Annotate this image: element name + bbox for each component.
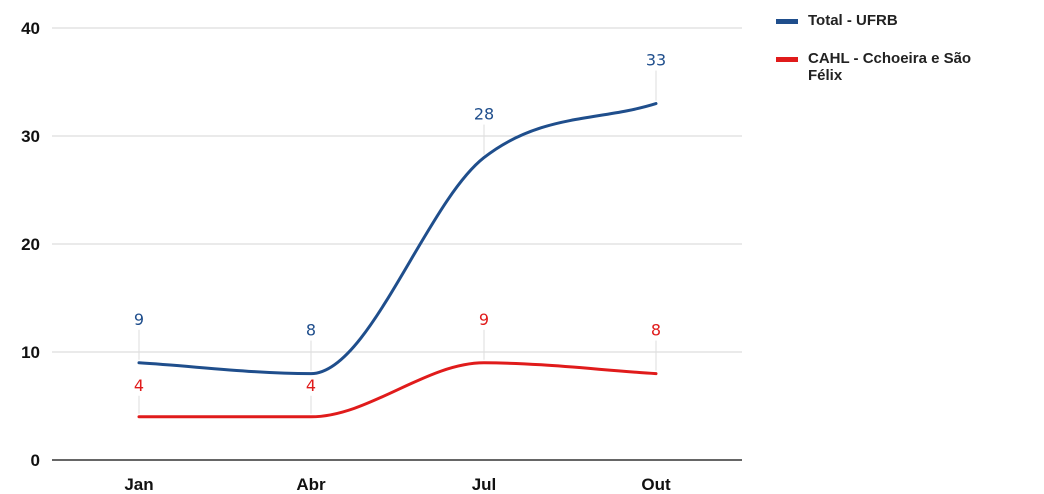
data-label: 28 — [474, 105, 494, 124]
x-tick-label: Out — [641, 475, 671, 494]
legend-label: Total - UFRB — [808, 12, 898, 29]
series-line-1 — [139, 363, 656, 417]
y-axis: 0 10 20 30 40 — [21, 19, 40, 470]
series-line-0 — [139, 104, 656, 374]
data-label: 8 — [651, 321, 661, 340]
legend: Total - UFRB CAHL - Cchoeira e São Félix — [776, 12, 971, 84]
legend-label-line: CAHL - Cchoeira e São — [808, 50, 971, 67]
data-labels: 9 8 28 33 4 4 9 8 — [134, 51, 666, 395]
data-label: 33 — [646, 51, 666, 70]
data-label: 9 — [134, 310, 144, 329]
data-label-leaders — [139, 71, 656, 414]
legend-label-line: Total - UFRB — [808, 12, 898, 29]
y-tick-label: 30 — [21, 127, 40, 146]
data-label: 4 — [306, 376, 316, 395]
legend-swatch — [776, 19, 798, 24]
x-tick-label: Jul — [472, 475, 497, 494]
legend-swatch — [776, 57, 798, 62]
series-lines — [139, 104, 656, 417]
data-label: 4 — [134, 376, 144, 395]
data-label: 8 — [306, 321, 316, 340]
x-tick-label: Jan — [124, 475, 153, 494]
y-tick-label: 20 — [21, 235, 40, 254]
y-tick-label: 10 — [21, 343, 40, 362]
y-tick-label: 40 — [21, 19, 40, 38]
x-axis: Jan Abr Jul Out — [124, 475, 671, 494]
x-tick-label: Abr — [296, 475, 326, 494]
data-label: 9 — [479, 310, 489, 329]
y-tick-label: 0 — [31, 451, 40, 470]
grid-lines — [52, 28, 742, 460]
legend-label-line: Félix — [808, 67, 843, 84]
legend-label: CAHL - Cchoeira e São Félix — [808, 50, 971, 84]
